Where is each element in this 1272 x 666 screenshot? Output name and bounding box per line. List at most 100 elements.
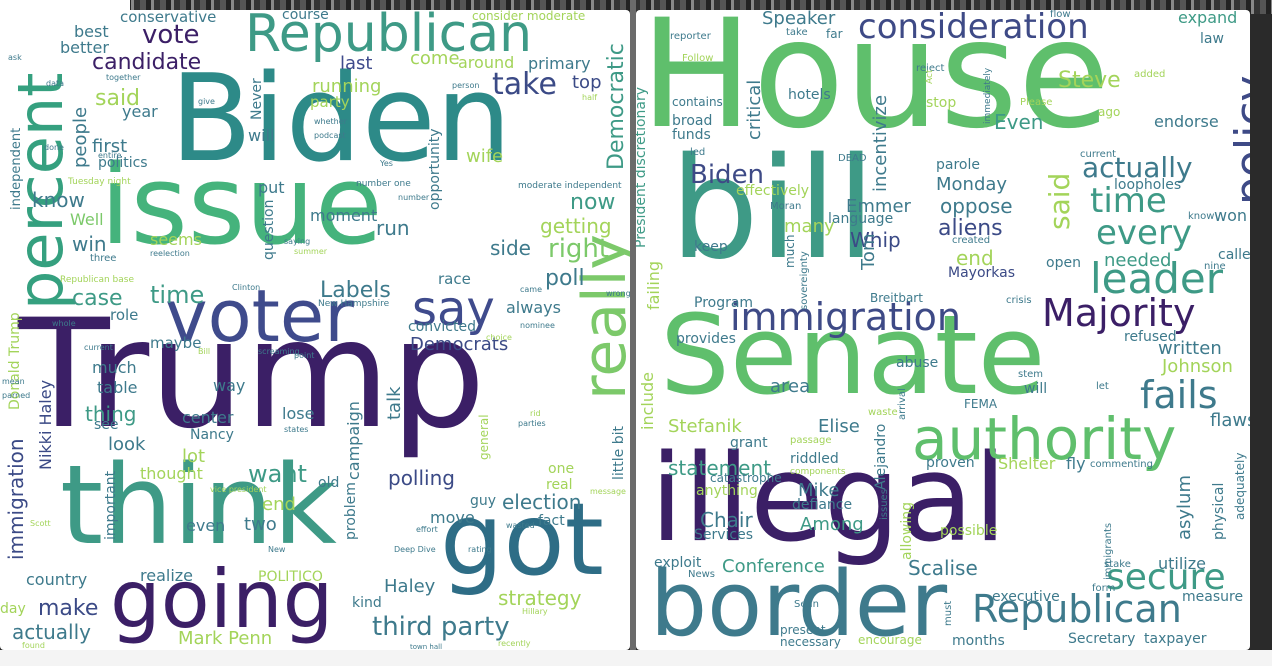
word-make: make <box>38 596 99 621</box>
word-language: language <box>828 211 894 227</box>
word-deep-dive: Deep Dive <box>394 545 436 554</box>
word-majority: Majority <box>1042 291 1196 335</box>
word-mayorkas: Mayorkas <box>948 265 1015 281</box>
word-thought: thought <box>140 464 203 483</box>
word-elise: Elise <box>818 416 860 437</box>
word-parned: parned <box>2 391 31 400</box>
word-came: came <box>520 285 543 294</box>
word-effort: effort <box>416 525 438 534</box>
word-vote: vote <box>142 20 200 50</box>
word-strategy: strategy <box>498 586 582 610</box>
word-see: see <box>94 417 119 433</box>
word-win: win <box>72 232 107 256</box>
word-realize: realize <box>140 566 194 585</box>
word-course: course <box>282 10 329 23</box>
word-anything: anything <box>696 483 758 499</box>
word-guy: guy <box>470 493 497 509</box>
word-never: Never <box>249 78 265 120</box>
word-half: half <box>582 93 598 102</box>
word-reelection: reelection <box>150 249 190 258</box>
word-done: done <box>44 143 64 152</box>
word-town-hall: town hall <box>410 643 443 651</box>
word-said: said <box>95 86 141 111</box>
word-months: months <box>952 633 1005 649</box>
word-nine: nine <box>1204 261 1226 272</box>
word-keep: keep <box>694 239 728 255</box>
word-mike: Mike <box>798 480 840 501</box>
word-wasted: wasted <box>506 521 535 530</box>
word-stop: stop <box>926 95 957 111</box>
word-general: general <box>477 414 491 460</box>
word-moderate-independent: moderate independent <box>518 181 622 191</box>
word-role: role <box>110 306 139 324</box>
word-old: old <box>318 475 340 491</box>
word-sovereignty: sovereignty <box>799 251 810 310</box>
word-endorse: endorse <box>1154 112 1219 131</box>
word-put: put <box>258 178 285 197</box>
word-necessary: necessary <box>780 635 841 649</box>
word-incentivize: incentivize <box>870 94 891 192</box>
word-states: states <box>284 425 309 434</box>
bottom-margin <box>0 650 1272 666</box>
word-emmer: Emmer <box>846 196 911 217</box>
word-lose: lose <box>282 404 315 423</box>
word-convicted: convicted <box>408 319 476 335</box>
word-kind: kind <box>352 595 382 611</box>
word-lot: lot <box>182 446 206 467</box>
word-end: end <box>956 246 994 270</box>
word-flow: flow <box>1050 10 1071 20</box>
word-know: know <box>32 188 85 212</box>
word-taxpayer: taxpayer <box>1144 631 1207 647</box>
word-catastrophe: catastrophe <box>710 471 782 485</box>
word-scott: Scott <box>30 519 51 528</box>
word-much: much <box>783 234 797 269</box>
word-third-party: third party <box>372 612 510 642</box>
word-maybe: maybe <box>150 334 202 352</box>
word-commenting: commenting <box>1090 459 1153 470</box>
word-present: present <box>780 623 826 637</box>
word-nikki-haley: Nikki Haley <box>36 379 55 470</box>
word-services: Services <box>694 527 754 543</box>
word-funds: funds <box>672 127 711 143</box>
word-biden: Biden <box>690 160 765 190</box>
word-rating: rating <box>468 545 492 554</box>
word-immigration: immigration <box>730 295 961 339</box>
word-rid: rid <box>530 409 541 418</box>
word-even: Even <box>994 110 1044 134</box>
word-data: data <box>46 79 65 88</box>
word-loopholes: loopholes <box>1114 177 1182 193</box>
word-reject: reject <box>916 63 945 74</box>
word-will: will <box>248 126 275 145</box>
word-house: House <box>640 10 1111 162</box>
word-moment: moment <box>310 206 378 225</box>
word-must: must <box>943 600 954 626</box>
word-said: said <box>1043 172 1076 230</box>
word-ask: ask <box>8 53 22 62</box>
word-run: run <box>376 216 410 240</box>
word-now: now <box>570 190 616 215</box>
word-policy: policy <box>1226 75 1250 205</box>
word-led: led <box>690 147 706 158</box>
word-republican-base: Republican base <box>60 275 134 285</box>
word-waste: waste <box>868 407 898 418</box>
word-screaming: screaming <box>258 347 300 356</box>
word-wife: wife <box>466 146 504 167</box>
word-utilize: utilize <box>1158 554 1206 573</box>
word-case: case <box>72 286 123 311</box>
word-look: look <box>108 434 146 455</box>
word-include: include <box>638 372 657 430</box>
word-election: election <box>502 490 582 514</box>
word-even: even <box>186 516 226 535</box>
word-little-bit: little bit <box>611 426 627 480</box>
word-current: current <box>84 343 113 352</box>
word-every: every <box>1096 213 1193 253</box>
word-oppose: oppose <box>940 194 1013 218</box>
word-choice: choice <box>486 333 512 342</box>
word-aliens: aliens <box>938 216 1003 241</box>
word-labels: Labels <box>320 278 391 303</box>
word-law: law <box>1200 31 1224 47</box>
word-come: come <box>410 48 460 69</box>
word-consideration: consideration <box>858 10 1089 47</box>
word-mean: mean <box>2 377 25 386</box>
word-seems: seems <box>150 230 202 249</box>
